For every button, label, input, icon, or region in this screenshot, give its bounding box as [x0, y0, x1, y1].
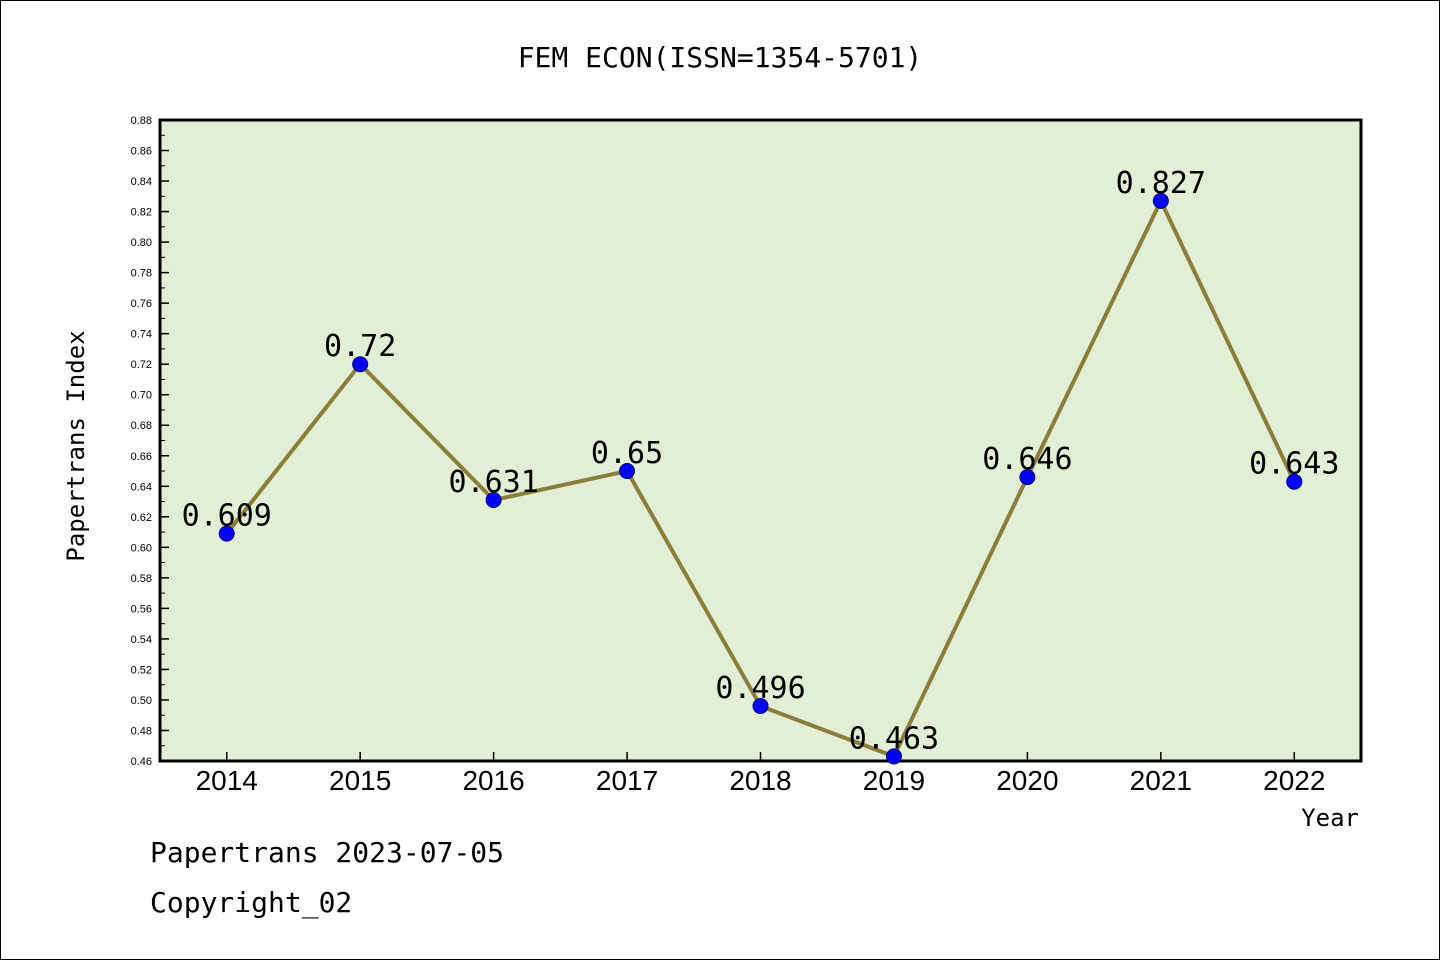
data-point	[485, 492, 502, 509]
x-tick-label: 2018	[729, 765, 791, 796]
y-tick-label: 0.60	[131, 542, 152, 554]
data-point	[1286, 473, 1303, 490]
x-tick-label: 2016	[462, 765, 524, 796]
plot-area	[158, 118, 1363, 763]
y-tick-label: 0.68	[131, 420, 152, 432]
data-point	[1152, 192, 1169, 209]
y-tick-label: 0.72	[131, 359, 152, 371]
data-point	[619, 463, 636, 480]
y-tick-label: 0.48	[131, 725, 152, 737]
data-point	[218, 525, 235, 542]
y-tick-label: 0.88	[131, 115, 152, 127]
y-tick-label: 0.66	[131, 451, 152, 463]
y-tick-label: 0.74	[131, 329, 152, 341]
y-tick-label: 0.50	[131, 695, 152, 707]
data-label: 0.72	[324, 329, 396, 364]
x-tick-label: 2015	[329, 765, 391, 796]
data-label: 0.65	[591, 436, 663, 471]
data-point	[352, 356, 369, 373]
data-label: 0.643	[1249, 447, 1339, 482]
chart-title: FEM ECON(ISSN=1354-5701)	[518, 41, 923, 74]
y-tick-label: 0.58	[131, 573, 152, 585]
y-tick-label: 0.70	[131, 390, 152, 402]
x-axis: 2014 2015 2016 2017 2018 2019 2020 2021 2022	[196, 752, 1325, 796]
data-label: 0.496	[715, 671, 805, 706]
y-tick-label: 0.56	[131, 603, 152, 615]
data-label: 0.631	[448, 465, 538, 500]
y-tick-label: 0.46	[131, 756, 152, 768]
data-label: 0.463	[849, 721, 939, 756]
x-tick-label: 2017	[596, 765, 658, 796]
data-label: 0.646	[982, 442, 1072, 477]
y-axis-label: Papertrans Index	[62, 330, 90, 561]
series-line-group	[218, 192, 1303, 765]
x-axis-label: Year	[1301, 804, 1359, 832]
data-label: 0.827	[1116, 166, 1206, 201]
y-tick-label: 0.52	[131, 664, 152, 676]
data-point	[752, 698, 769, 715]
y-tick-label: 0.62	[131, 512, 152, 524]
y-tick-label: 0.80	[131, 237, 152, 249]
x-tick-label: 2020	[996, 765, 1058, 796]
y-tick-label: 0.84	[131, 176, 152, 188]
x-tick-label: 2022	[1263, 765, 1325, 796]
y-tick-label: 0.82	[131, 207, 152, 219]
y-tick-label: 0.86	[131, 146, 152, 158]
footer-date: Papertrans 2023-07-05	[150, 836, 505, 869]
x-tick-label: 2014	[196, 765, 258, 796]
data-label: 0.609	[182, 499, 272, 534]
x-tick-label: 2021	[1130, 765, 1192, 796]
data-point	[1019, 469, 1036, 486]
y-axis: 0.46 0.48 0.50 0.52 0.54 0.56 0.58 0.60 0.62 0.64…	[131, 115, 169, 768]
x-tick-label: 2019	[863, 765, 925, 796]
footer-copyright: Copyright_02	[150, 886, 353, 919]
y-tick-label: 0.78	[131, 268, 152, 280]
y-tick-label: 0.64	[131, 481, 152, 493]
data-labels-group: 0.609 0.72 0.631 0.65 0.496 0.463 0.646 0.827 0.…	[182, 166, 1340, 757]
y-tick-label: 0.54	[131, 634, 152, 646]
data-point	[885, 748, 902, 765]
y-tick-label: 0.76	[131, 298, 152, 310]
